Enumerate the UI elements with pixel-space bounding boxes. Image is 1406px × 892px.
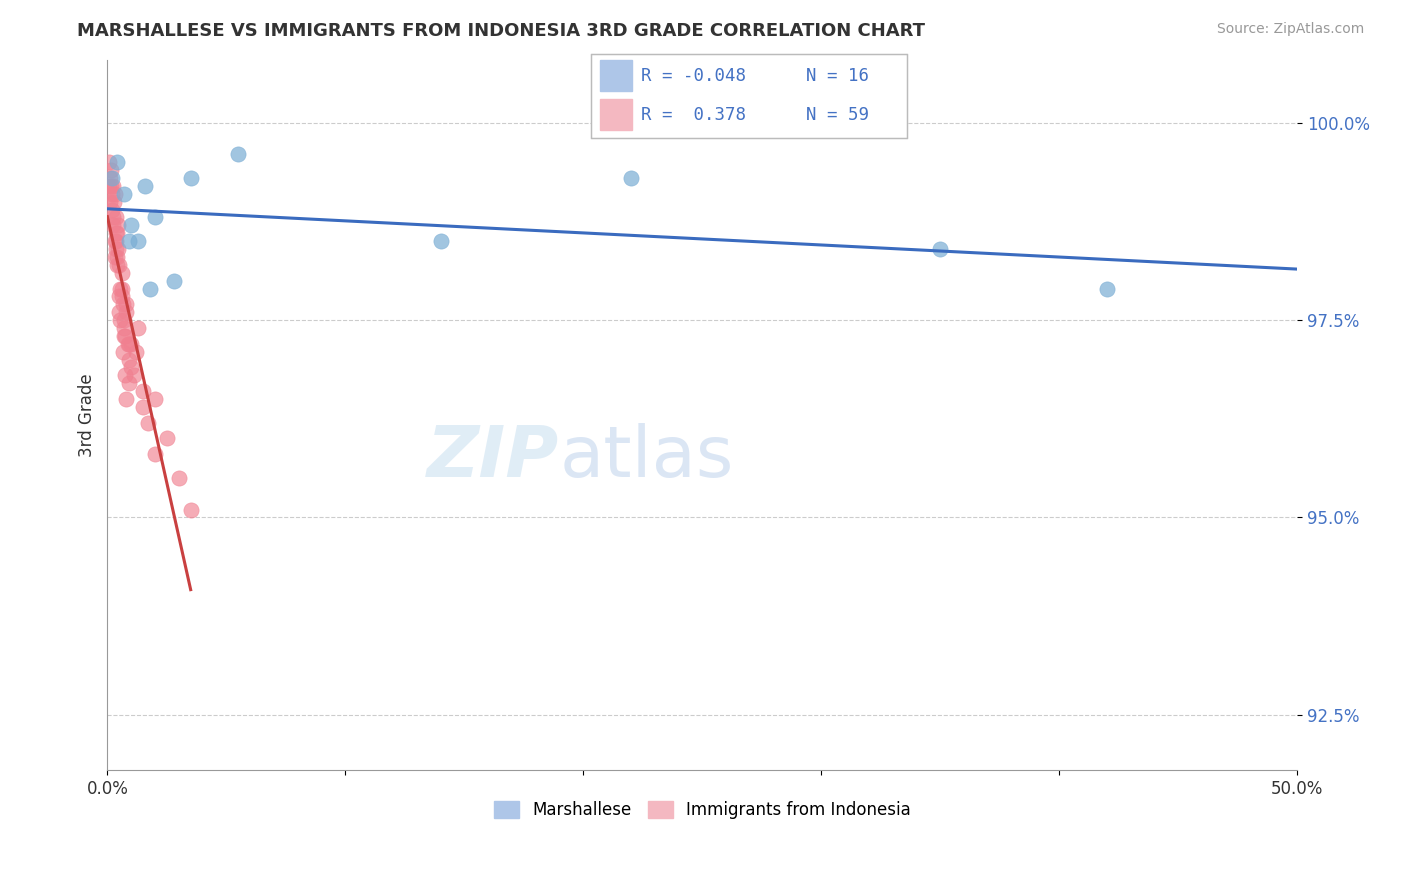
Point [139,281,162,295]
Point [118,352,141,367]
Point [100,163,122,178]
Point [115,297,138,311]
Point [117,336,139,351]
Point [111,297,134,311]
Point [163,274,186,288]
Point [101,178,124,193]
Point [226,147,249,161]
Point [105,258,128,272]
Text: N = 16: N = 16 [806,67,869,85]
Point [103,194,125,209]
Point [108,289,131,303]
Point [105,226,128,240]
Point [112,186,135,201]
Point [112,321,135,335]
Point [120,336,142,351]
Point [132,400,155,414]
Point [122,368,145,383]
Point [105,155,128,169]
Point [118,234,141,248]
Point [180,502,202,516]
Point [115,305,138,319]
Point [620,171,643,186]
Point [114,368,136,383]
Point [136,416,159,430]
Point [127,234,149,248]
Point [143,447,166,461]
Point [111,266,134,280]
Point [103,219,125,233]
Point [104,211,127,225]
Point [125,344,148,359]
Point [98,155,121,169]
Bar [600,99,631,130]
Text: N = 59: N = 59 [806,105,869,123]
Point [101,202,124,217]
Point [132,384,155,398]
Point [167,471,190,485]
Point [111,289,134,303]
Legend: Marshallese, Immigrants from Indonesia: Marshallese, Immigrants from Indonesia [486,794,918,826]
Point [105,250,128,264]
Point [111,344,134,359]
Point [103,234,125,248]
Text: ZIP: ZIP [427,423,560,491]
Point [107,219,129,233]
Point [105,242,128,256]
Point [111,281,134,295]
Point [120,219,142,233]
Point [104,186,127,201]
Point [103,211,125,225]
Point [929,242,952,256]
Point [100,178,122,193]
Text: MARSHALLESE VS IMMIGRANTS FROM INDONESIA 3RD GRADE CORRELATION CHART: MARSHALLESE VS IMMIGRANTS FROM INDONESIA… [77,22,925,40]
Point [112,313,135,327]
Point [100,186,122,201]
Point [134,178,156,193]
Point [108,305,131,319]
Text: R = -0.048: R = -0.048 [641,67,747,85]
Point [98,194,121,209]
Point [103,250,125,264]
Point [143,211,166,225]
Point [429,234,451,248]
Y-axis label: 3rd Grade: 3rd Grade [79,373,96,457]
Point [143,392,166,406]
Point [98,171,121,186]
Point [114,329,136,343]
Point [110,281,132,295]
Text: Source: ZipAtlas.com: Source: ZipAtlas.com [1216,22,1364,37]
Point [112,329,135,343]
Point [104,234,127,248]
Point [180,171,202,186]
Point [107,242,129,256]
Point [97,178,120,193]
Point [110,313,132,327]
Bar [600,61,631,91]
Text: R =  0.378: R = 0.378 [641,105,747,123]
Point [120,360,142,375]
Point [115,392,138,406]
Point [127,321,149,335]
Point [108,258,131,272]
Point [156,432,179,446]
Point [104,226,127,240]
Point [1095,281,1118,295]
Text: atlas: atlas [560,423,734,491]
Point [118,376,141,391]
Point [118,336,141,351]
Point [101,171,124,186]
